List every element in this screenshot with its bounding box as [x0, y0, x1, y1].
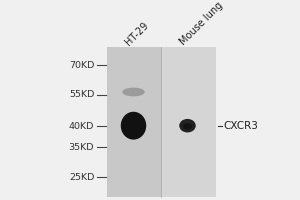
- Text: Mouse lung: Mouse lung: [178, 0, 225, 47]
- Bar: [160, 47, 216, 197]
- Text: HT-29: HT-29: [123, 20, 151, 47]
- Text: 55KD: 55KD: [69, 90, 94, 99]
- Ellipse shape: [121, 112, 146, 140]
- Ellipse shape: [122, 88, 145, 96]
- Ellipse shape: [179, 119, 196, 132]
- Ellipse shape: [127, 121, 140, 133]
- Bar: [106, 47, 160, 197]
- Text: 70KD: 70KD: [69, 61, 94, 70]
- Text: 25KD: 25KD: [69, 173, 94, 182]
- Text: CXCR3: CXCR3: [224, 121, 258, 131]
- Text: 40KD: 40KD: [69, 122, 94, 131]
- Text: 35KD: 35KD: [69, 143, 94, 152]
- Ellipse shape: [183, 123, 192, 129]
